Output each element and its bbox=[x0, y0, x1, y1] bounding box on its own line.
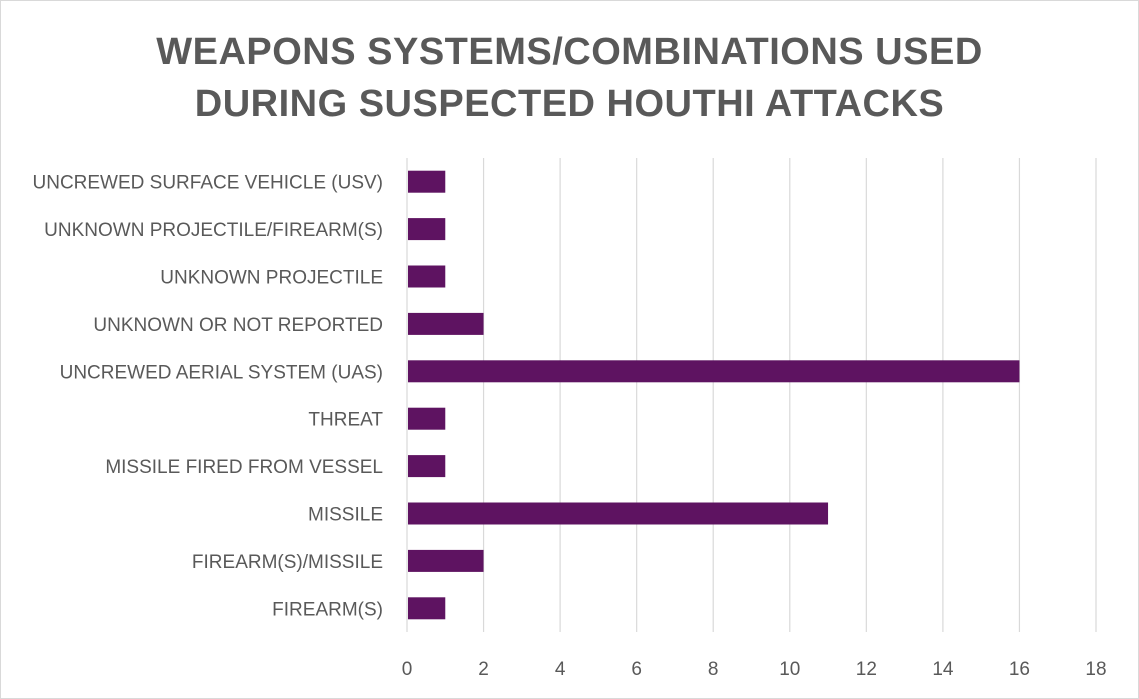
category-label: UNKNOWN PROJECTILE bbox=[160, 268, 383, 289]
category-labels: UNCREWED SURFACE VEHICLE (USV) UNKNOWN PR… bbox=[33, 173, 384, 621]
category-label: UNCREWED SURFACE VEHICLE (USV) bbox=[33, 173, 384, 194]
gridlines bbox=[406, 158, 1097, 632]
x-tick-label: 8 bbox=[708, 659, 719, 680]
bar bbox=[408, 170, 446, 193]
bar bbox=[408, 312, 484, 335]
bar bbox=[408, 407, 446, 430]
chart-title-line-1: WEAPONS SYSTEMS/COMBINATIONS USED bbox=[156, 31, 983, 73]
category-label: FIREARM(S)/MISSILE bbox=[192, 552, 383, 573]
x-tick-label: 2 bbox=[478, 659, 489, 680]
bar bbox=[408, 597, 446, 620]
x-tick-label: 14 bbox=[932, 659, 954, 680]
x-tick-label: 6 bbox=[631, 659, 642, 680]
category-label: MISSILE FIRED FROM VESSEL bbox=[105, 457, 383, 478]
x-tick-label: 0 bbox=[402, 659, 413, 680]
x-tick-label: 4 bbox=[555, 659, 566, 680]
category-label: UNKNOWN OR NOT REPORTED bbox=[93, 315, 383, 336]
chart-title: WEAPONS SYSTEMS/COMBINATIONS USED DURING… bbox=[0, 26, 1139, 130]
x-tick-label: 18 bbox=[1085, 659, 1106, 680]
bar bbox=[408, 455, 446, 478]
bar bbox=[408, 549, 484, 572]
x-tick-label: 16 bbox=[1009, 659, 1030, 680]
category-label: UNCREWED AERIAL SYSTEM (UAS) bbox=[60, 362, 383, 383]
x-tick-label: 10 bbox=[779, 659, 800, 680]
bar bbox=[408, 265, 446, 288]
bar bbox=[408, 360, 1020, 383]
x-tick-label: 12 bbox=[856, 659, 877, 680]
category-label: FIREARM(S) bbox=[272, 599, 383, 620]
x-tick-labels: 0 2 4 6 8 10 12 14 16 18 bbox=[402, 659, 1107, 680]
category-label: UNKNOWN PROJECTILE/FIREARM(S) bbox=[44, 220, 383, 241]
bars bbox=[408, 170, 1020, 620]
bar bbox=[408, 218, 446, 241]
category-label: THREAT bbox=[308, 410, 383, 431]
bar bbox=[408, 502, 829, 525]
chart-title-line-2: DURING SUSPECTED HOUTHI ATTACKS bbox=[194, 83, 945, 125]
category-label: MISSILE bbox=[308, 505, 383, 526]
